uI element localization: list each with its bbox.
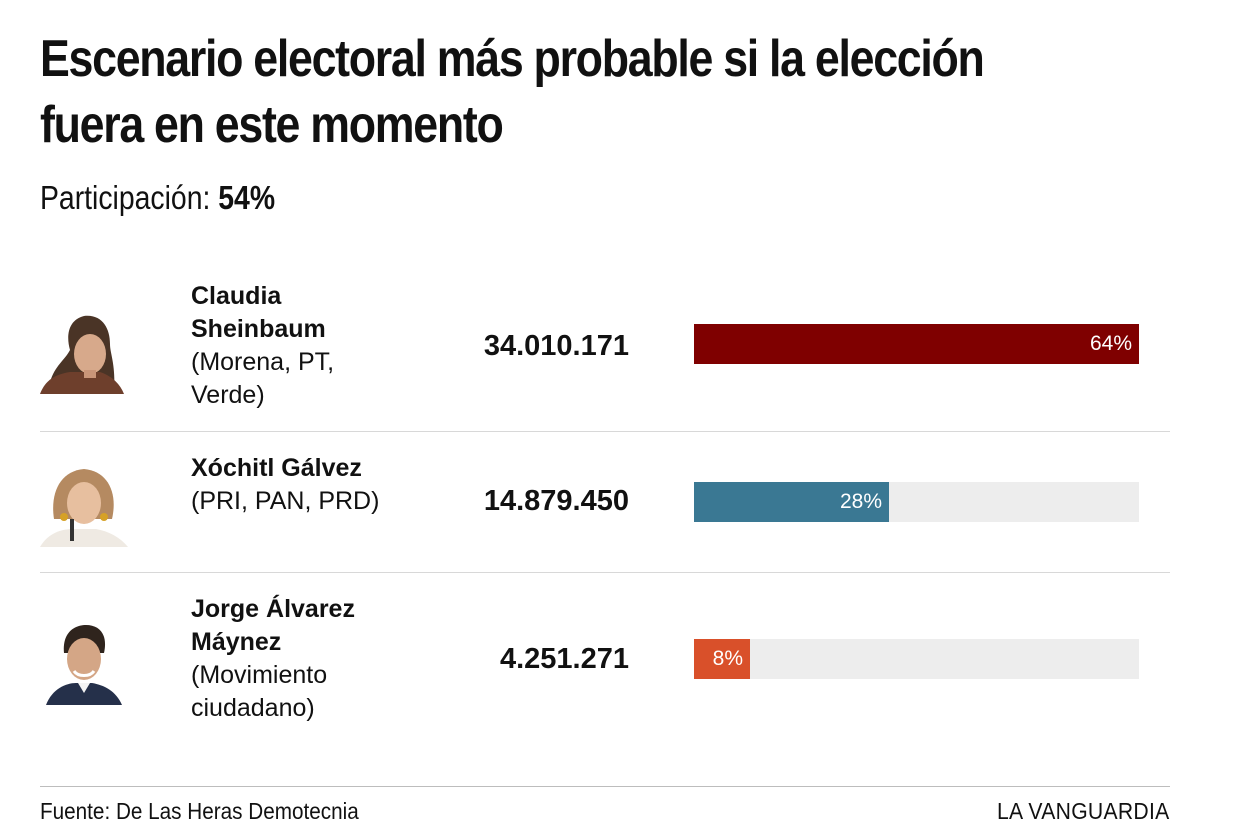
publisher-logo: LA VANGUARDIA (997, 798, 1170, 824)
footer-divider (40, 786, 1170, 787)
candidate-photo-galvez (40, 459, 128, 547)
bar-alvarez-maynez: 8% (694, 639, 750, 679)
candidate-row: Claudia Sheinbaum (Morena, PT, Verde) 34… (40, 270, 1170, 432)
candidate-votes: 4.251.271 (499, 643, 629, 675)
bar-sheinbaum: 64% (694, 324, 1139, 364)
chart-title-line-1: Escenario electoral más probable si la e… (40, 30, 985, 88)
participation-label: Participación: (40, 179, 211, 216)
chart-title: Escenario electoral más probable si la e… (40, 26, 1020, 158)
bar-percent-label: 64% (1089, 332, 1132, 355)
source-note: Fuente: De Las Heras Demotecnia (40, 798, 359, 824)
bar-track: 28% (694, 482, 1139, 522)
person-icon (40, 306, 128, 394)
candidate-name: Xóchitl Gálvez (191, 454, 362, 482)
candidate-party: (Movimiento ciudadano) (191, 661, 328, 722)
participation-value: 54% (218, 179, 276, 216)
bar-track: 64% (694, 324, 1139, 364)
chart-title-line-2: fuera en este momento (40, 96, 504, 154)
candidate-info: Claudia Sheinbaum (Morena, PT, Verde) (191, 280, 391, 412)
row-divider (40, 572, 1170, 573)
bar-galvez: 28% (694, 482, 889, 522)
candidate-votes: 14.879.450 (483, 485, 629, 517)
candidate-name: Claudia Sheinbaum (191, 282, 326, 343)
candidate-party: (Morena, PT, Verde) (191, 348, 335, 409)
bar-track: 8% (694, 639, 1139, 679)
bar-percent-label: 28% (839, 490, 882, 513)
row-divider (40, 431, 1170, 432)
candidate-votes: 34.010.171 (483, 330, 629, 362)
candidate-party: (PRI, PAN, PRD) (191, 487, 380, 515)
candidate-photo-alvarez-maynez (40, 617, 128, 705)
person-icon (40, 617, 128, 705)
candidate-info: Jorge Álvarez Máynez (Movimiento ciudada… (191, 593, 391, 725)
person-icon (40, 459, 128, 547)
candidate-info: Xóchitl Gálvez (PRI, PAN, PRD) (191, 452, 391, 518)
participation-summary: Participación: 54% (40, 176, 275, 220)
candidate-row: Jorge Álvarez Máynez (Movimiento ciudada… (40, 573, 1170, 735)
candidate-photo-sheinbaum (40, 306, 128, 394)
candidate-name: Jorge Álvarez Máynez (191, 595, 355, 656)
bar-percent-label: 8% (712, 647, 743, 670)
candidate-row: Xóchitl Gálvez (PRI, PAN, PRD) 14.879.45… (40, 432, 1170, 573)
